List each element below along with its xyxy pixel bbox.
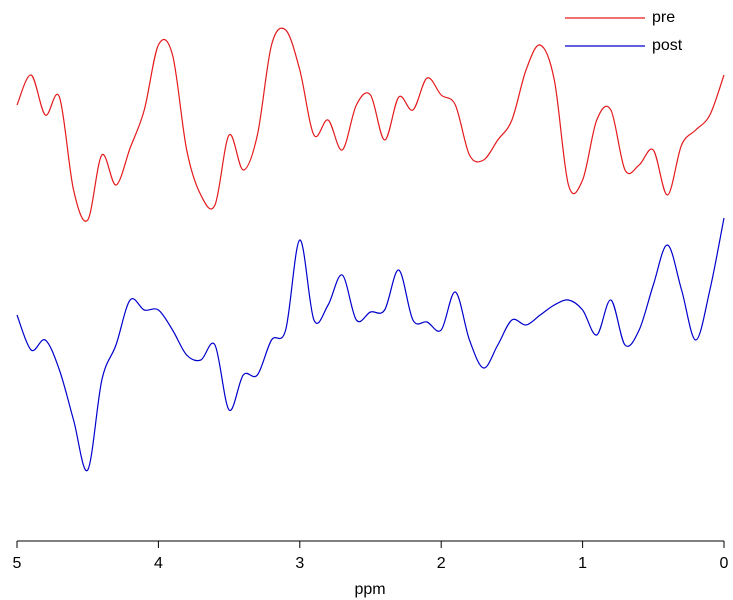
line-series — [16, 27, 725, 222]
x-tick-label: 5 — [13, 555, 22, 572]
x-tick-label: 4 — [154, 555, 163, 572]
x-tick-label: 3 — [295, 555, 304, 572]
legend-label: pre — [652, 9, 675, 26]
legend-label: post — [652, 37, 683, 54]
x-tick-label: 0 — [720, 555, 729, 572]
line-series — [16, 217, 725, 472]
x-axis-label: ppm — [354, 581, 385, 598]
x-tick-label: 1 — [578, 555, 587, 572]
x-tick-label: 2 — [437, 555, 446, 572]
